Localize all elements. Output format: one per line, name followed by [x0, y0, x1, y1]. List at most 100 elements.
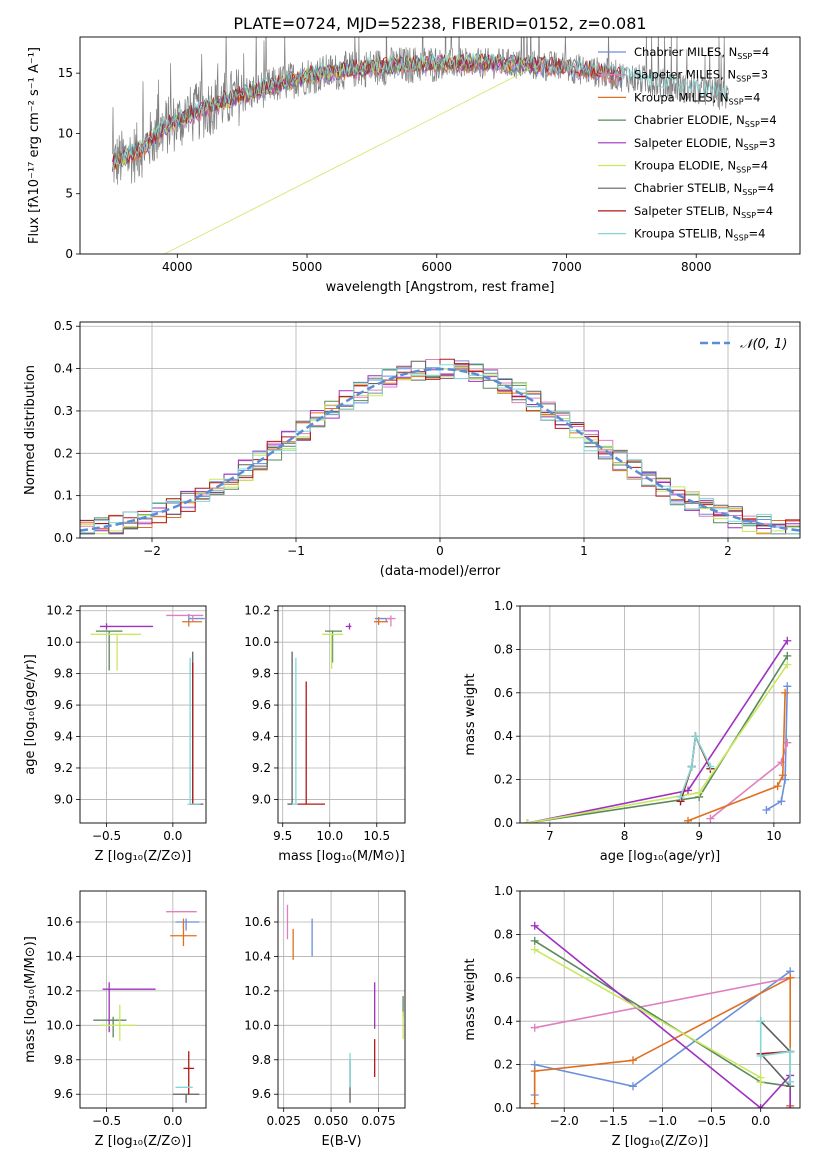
weight-marker-chabrier_miles: [783, 682, 792, 691]
weight-marker-kroupa_miles: [684, 816, 692, 823]
plot-area: [520, 606, 800, 823]
weight-line-kroupa_stelib: [759, 1021, 791, 1082]
weight-line-salpeter_miles: [534, 977, 791, 1029]
weight-marker-salpeter_miles: [530, 1023, 539, 1032]
x-axis-label: wavelength [Angstrom, rest frame]: [326, 280, 555, 295]
y-tick-label: 9.2: [54, 761, 73, 775]
axes-frame: [79, 36, 801, 255]
y-tick-label: 0.4: [54, 362, 73, 376]
y-tick-label: 15: [58, 66, 73, 80]
weight-marker-kroupa_stelib: [687, 762, 696, 771]
weight-marker-kroupa_miles: [786, 973, 795, 982]
y-tick-label: 10.6: [244, 915, 271, 929]
y-tick-label: 9.4: [252, 730, 271, 744]
weight-marker-kroupa_elodie: [530, 945, 539, 954]
weight-marker-salpeter_miles: [783, 738, 792, 747]
weight-line-kroupa_elodie: [527, 664, 788, 823]
x-tick-label: −0.5: [92, 1114, 121, 1128]
y-tick-label: 0.8: [494, 927, 513, 941]
axes-frame: [519, 890, 801, 1109]
y-tick-label: 10.0: [46, 635, 73, 649]
y-tick-label: 0.0: [54, 531, 73, 545]
weight-marker-kroupa_miles: [530, 1067, 539, 1076]
panel-weight_vs_Z: −2.0 −1.5 −1.0 −0.5 0.0 0.0 0.2 0.4 0.6 0.8 1.0 Z […: [463, 884, 801, 1149]
y-tick-label: 5: [65, 187, 73, 201]
model-spectrum-salpeter_stelib: [112, 53, 622, 169]
x-tick-label: 10: [766, 829, 781, 843]
x-tick-label: 0.0: [751, 1114, 770, 1128]
plot-area: [80, 322, 800, 538]
y-axis-label: Flux [fλ10⁻¹⁷ erg cm⁻² s⁻¹ A⁻¹]: [27, 47, 42, 244]
gaussian-curve: [80, 367, 800, 532]
legend-entry-chabrier_miles: Chabrier MILES, NSSP=4: [634, 45, 769, 61]
weight-marker-chabrier_miles: [762, 805, 771, 814]
y-tick-label: 0.5: [54, 319, 73, 333]
y-tick-label: 9.0: [54, 792, 73, 806]
weight-marker-kroupa_stelib: [786, 1047, 795, 1056]
x-tick-label: 7000: [551, 260, 582, 274]
y-tick-label: 9.8: [252, 667, 271, 681]
weight-marker-chabrier_miles: [781, 775, 790, 784]
weight-marker-salpeter_miles: [706, 814, 715, 823]
y-tick-label: 1.0: [494, 599, 513, 613]
legend-entry-kroupa_stelib: Kroupa STELIB, NSSP=4: [634, 227, 765, 243]
y-tick-label: 0.4: [494, 729, 513, 743]
plot-area: [278, 606, 405, 823]
plot-area: [112, 37, 729, 254]
panel-age_vs_mass: 9.5 10.0 10.5 9.0 9.2 9.4 9.6 9.8 10.0 10.2 mass […: [244, 604, 406, 864]
x-axis-label: age [log₁₀(age/yr)]: [600, 849, 721, 864]
weight-marker-kroupa_stelib: [706, 762, 715, 771]
y-tick-label: 0.4: [494, 1014, 513, 1028]
figure-title: PLATE=0724, MJD=52238, FIBERID=0152, z=0…: [233, 14, 646, 33]
x-tick-label: −0.5: [697, 1114, 726, 1128]
y-tick-label: 0.2: [494, 1058, 513, 1072]
axes-frame: [277, 605, 406, 824]
panel-mass_vs_Z: −0.5 0.0 9.6 9.8 10.0 10.2 10.4 10.6 Z [log₁₀(Z/…: [23, 890, 207, 1149]
x-tick-label: 7: [546, 829, 554, 843]
panel-mass_vs_ebv: 0.025 0.050 0.075 9.6 9.8 10.0 10.2 10.4 10.6 E(B…: [244, 890, 406, 1149]
weight-marker-kroupa_elodie: [695, 788, 704, 797]
weight-marker-chabrier_miles: [777, 797, 786, 806]
y-tick-label: 10.2: [46, 604, 73, 618]
axes-frame: [519, 605, 801, 824]
legend-entry-gaussian: 𝒩(0, 1): [740, 337, 787, 352]
weight-marker-chabrier_miles: [628, 1082, 637, 1091]
y-axis-label: mass weight: [463, 673, 478, 755]
y-tick-label: 0.1: [54, 489, 73, 503]
y-tick-label: 9.4: [54, 730, 73, 744]
weight-marker-salpeter_elodie: [530, 921, 539, 930]
model-spectrum-kroupa_elodie: [112, 53, 542, 254]
y-tick-label: 9.0: [252, 792, 271, 806]
y-tick-label: 9.6: [54, 698, 73, 712]
plot-area: [80, 891, 206, 1108]
y-tick-label: 0.3: [54, 404, 73, 418]
x-axis-label: E(B-V): [321, 1134, 361, 1149]
legend-entry-kroupa_elodie: Kroupa ELODIE, NSSP=4: [634, 159, 768, 175]
x-tick-label: 1: [580, 544, 588, 558]
x-tick-label: −1.5: [599, 1114, 628, 1128]
x-tick-label: 10.5: [363, 829, 390, 843]
weight-marker-kroupa_miles: [628, 1056, 637, 1065]
plot-area: [278, 891, 405, 1108]
x-tick-label: 0: [436, 544, 444, 558]
weight-marker-kroupa_miles: [773, 782, 782, 791]
y-tick-label: 10.2: [244, 604, 271, 618]
weight-line-kroupa_elodie: [534, 948, 762, 1082]
y-axis-label: mass [log₁₀(M/M⊙)]: [23, 936, 38, 1063]
y-tick-label: 10.4: [46, 949, 73, 963]
y-tick-label: 9.8: [252, 1053, 271, 1067]
weight-marker-kroupa_stelib: [756, 1051, 765, 1060]
weight-line-salpeter_elodie: [534, 925, 791, 1108]
x-tick-label: 0.0: [163, 1114, 182, 1128]
weight-marker-kroupa_elodie: [756, 1077, 765, 1086]
y-tick-label: 10.2: [244, 984, 271, 998]
x-tick-label: 10.0: [316, 829, 343, 843]
weight-marker-kroupa_miles: [530, 1099, 539, 1108]
x-axis-label: (data-model)/error: [380, 564, 501, 579]
plot-area: [520, 891, 800, 1108]
y-tick-label: 0.6: [494, 971, 513, 985]
y-tick-label: 0.2: [494, 773, 513, 787]
legend-entry-salpeter_elodie: Salpeter ELODIE, NSSP=3: [634, 136, 776, 152]
y-tick-label: 9.8: [54, 667, 73, 681]
